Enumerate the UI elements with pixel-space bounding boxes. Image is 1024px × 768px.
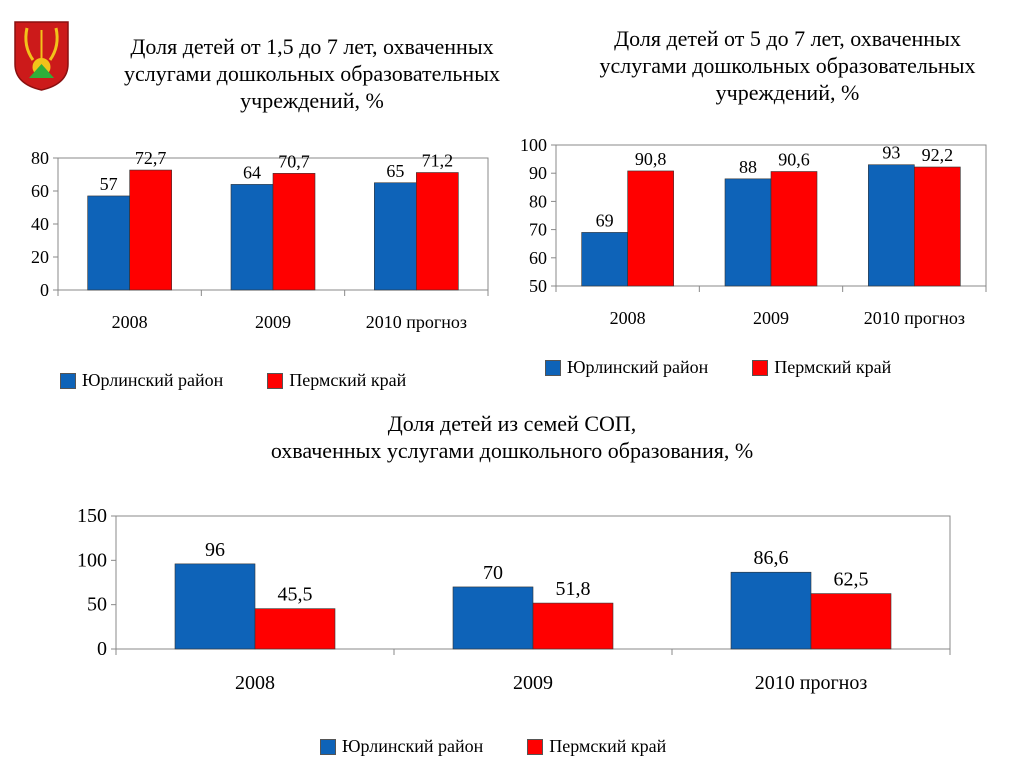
- chart-1-legend: Юрлинский район Пермский край: [60, 370, 450, 391]
- legend-item-perm: Пермский край: [267, 370, 406, 391]
- data-label-yurla: 64: [243, 162, 261, 182]
- bar-yurla: [724, 178, 772, 287]
- bar-yurla: [174, 563, 256, 650]
- chart-3-title: Доля детей из семей СОП, охваченных услу…: [270, 411, 754, 463]
- bar-yurla: [87, 195, 130, 291]
- chart-3-legend: Юрлинский район Пермский край: [320, 736, 710, 757]
- legend-swatch-yurla: [320, 738, 336, 755]
- y-tick-label: 60: [529, 248, 547, 268]
- legend-label-yurla: Юрлинский район: [342, 736, 484, 756]
- data-label-perm: 71,2: [422, 151, 454, 171]
- bar-yurla: [581, 232, 628, 287]
- legend-label-perm: Пермский край: [549, 736, 667, 756]
- chart-2: 50 60 70 80 90 100 69 90,8 2008 88 90,6 2009 93 92,2 2…: [520, 135, 987, 328]
- data-label-perm: 90,6: [778, 150, 810, 170]
- bar-yurla: [452, 586, 534, 650]
- bar-yurla: [730, 571, 812, 650]
- bar-perm: [272, 173, 316, 291]
- chart-1: 0 20 40 60 80 57 72,7 2008 64 70,7 2009 65 71,2 2010 …: [31, 148, 489, 332]
- data-label-perm: 51,8: [556, 578, 591, 600]
- bar-perm: [770, 171, 818, 287]
- y-tick-label: 40: [31, 214, 49, 234]
- legend-label-perm: Пермский край: [774, 357, 892, 377]
- y-tick-label: 90: [529, 163, 547, 183]
- legend-item-perm: Пермский край: [752, 357, 891, 378]
- y-tick-label: 0: [40, 280, 49, 300]
- y-tick-label: 100: [77, 549, 107, 571]
- data-label-perm: 92,2: [922, 145, 954, 165]
- legend-swatch-perm: [752, 359, 769, 376]
- y-tick-label: 50: [87, 594, 107, 616]
- x-tick-label: 2010 прогноз: [366, 312, 467, 332]
- legend-item-perm: Пермский край: [527, 736, 666, 757]
- bar-perm: [532, 602, 614, 650]
- legend-label-perm: Пермский край: [289, 370, 407, 390]
- y-tick-label: 100: [520, 135, 547, 155]
- bar-perm: [416, 172, 459, 291]
- y-tick-label: 0: [97, 638, 107, 660]
- data-label-perm: 70,7: [278, 151, 310, 171]
- y-tick-label: 60: [31, 181, 49, 201]
- data-label-perm: 62,5: [834, 569, 869, 591]
- x-tick-label: 2010 прогноз: [755, 672, 868, 694]
- y-tick-label: 80: [31, 148, 49, 168]
- bar-perm: [129, 169, 172, 291]
- chart-1-title: Доля детей от 1,5 до 7 лет, охваченных у…: [124, 34, 500, 113]
- bar-perm: [914, 166, 961, 287]
- legend-swatch-perm: [527, 738, 544, 755]
- legend-label-yurla: Юрлинский район: [567, 357, 709, 377]
- y-tick-label: 20: [31, 247, 49, 267]
- x-tick-label: 2008: [235, 672, 275, 694]
- bar-perm: [254, 608, 336, 650]
- legend-item-yurla: Юрлинский район: [320, 736, 483, 757]
- data-label-perm: 90,8: [635, 149, 667, 169]
- data-label-yurla: 96: [205, 539, 225, 561]
- legend-swatch-yurla: [545, 359, 561, 376]
- data-label-perm: 72,7: [135, 148, 167, 168]
- bar-yurla: [374, 182, 417, 291]
- x-tick-label: 2009: [513, 672, 553, 694]
- legend-label-yurla: Юрлинский район: [82, 370, 224, 390]
- data-label-perm: 45,5: [278, 584, 313, 606]
- data-label-yurla: 57: [100, 174, 118, 194]
- legend-item-yurla: Юрлинский район: [60, 370, 223, 391]
- data-label-yurla: 69: [596, 210, 614, 230]
- bar-yurla: [868, 164, 915, 287]
- x-tick-label: 2008: [112, 312, 148, 332]
- x-tick-label: 2010 прогноз: [864, 308, 965, 328]
- y-tick-label: 70: [529, 220, 547, 240]
- data-label-yurla: 86,6: [754, 547, 789, 569]
- y-tick-label: 150: [77, 505, 107, 527]
- legend-swatch-yurla: [60, 372, 76, 389]
- coat-of-arms-icon: [14, 21, 69, 91]
- y-tick-label: 50: [529, 276, 547, 296]
- data-label-yurla: 65: [386, 161, 404, 181]
- data-label-yurla: 93: [882, 143, 900, 163]
- bar-yurla: [230, 184, 274, 291]
- bar-perm: [627, 170, 674, 287]
- legend-item-yurla: Юрлинский район: [545, 357, 708, 378]
- y-tick-label: 80: [529, 191, 547, 211]
- chart-2-title: Доля детей от 5 до 7 лет, охваченных усл…: [599, 26, 976, 105]
- legend-swatch-perm: [267, 372, 284, 389]
- data-label-yurla: 88: [739, 157, 757, 177]
- x-tick-label: 2009: [753, 308, 789, 328]
- chart-3: 0 50 100 150 96 45,5 2008 70 51,8 2009 86,6 62,5 201…: [77, 505, 951, 694]
- data-label-yurla: 70: [483, 562, 503, 584]
- bar-perm: [810, 593, 892, 650]
- chart-2-legend: Юрлинский район Пермский край: [545, 357, 935, 378]
- x-tick-label: 2008: [610, 308, 646, 328]
- x-tick-label: 2009: [255, 312, 291, 332]
